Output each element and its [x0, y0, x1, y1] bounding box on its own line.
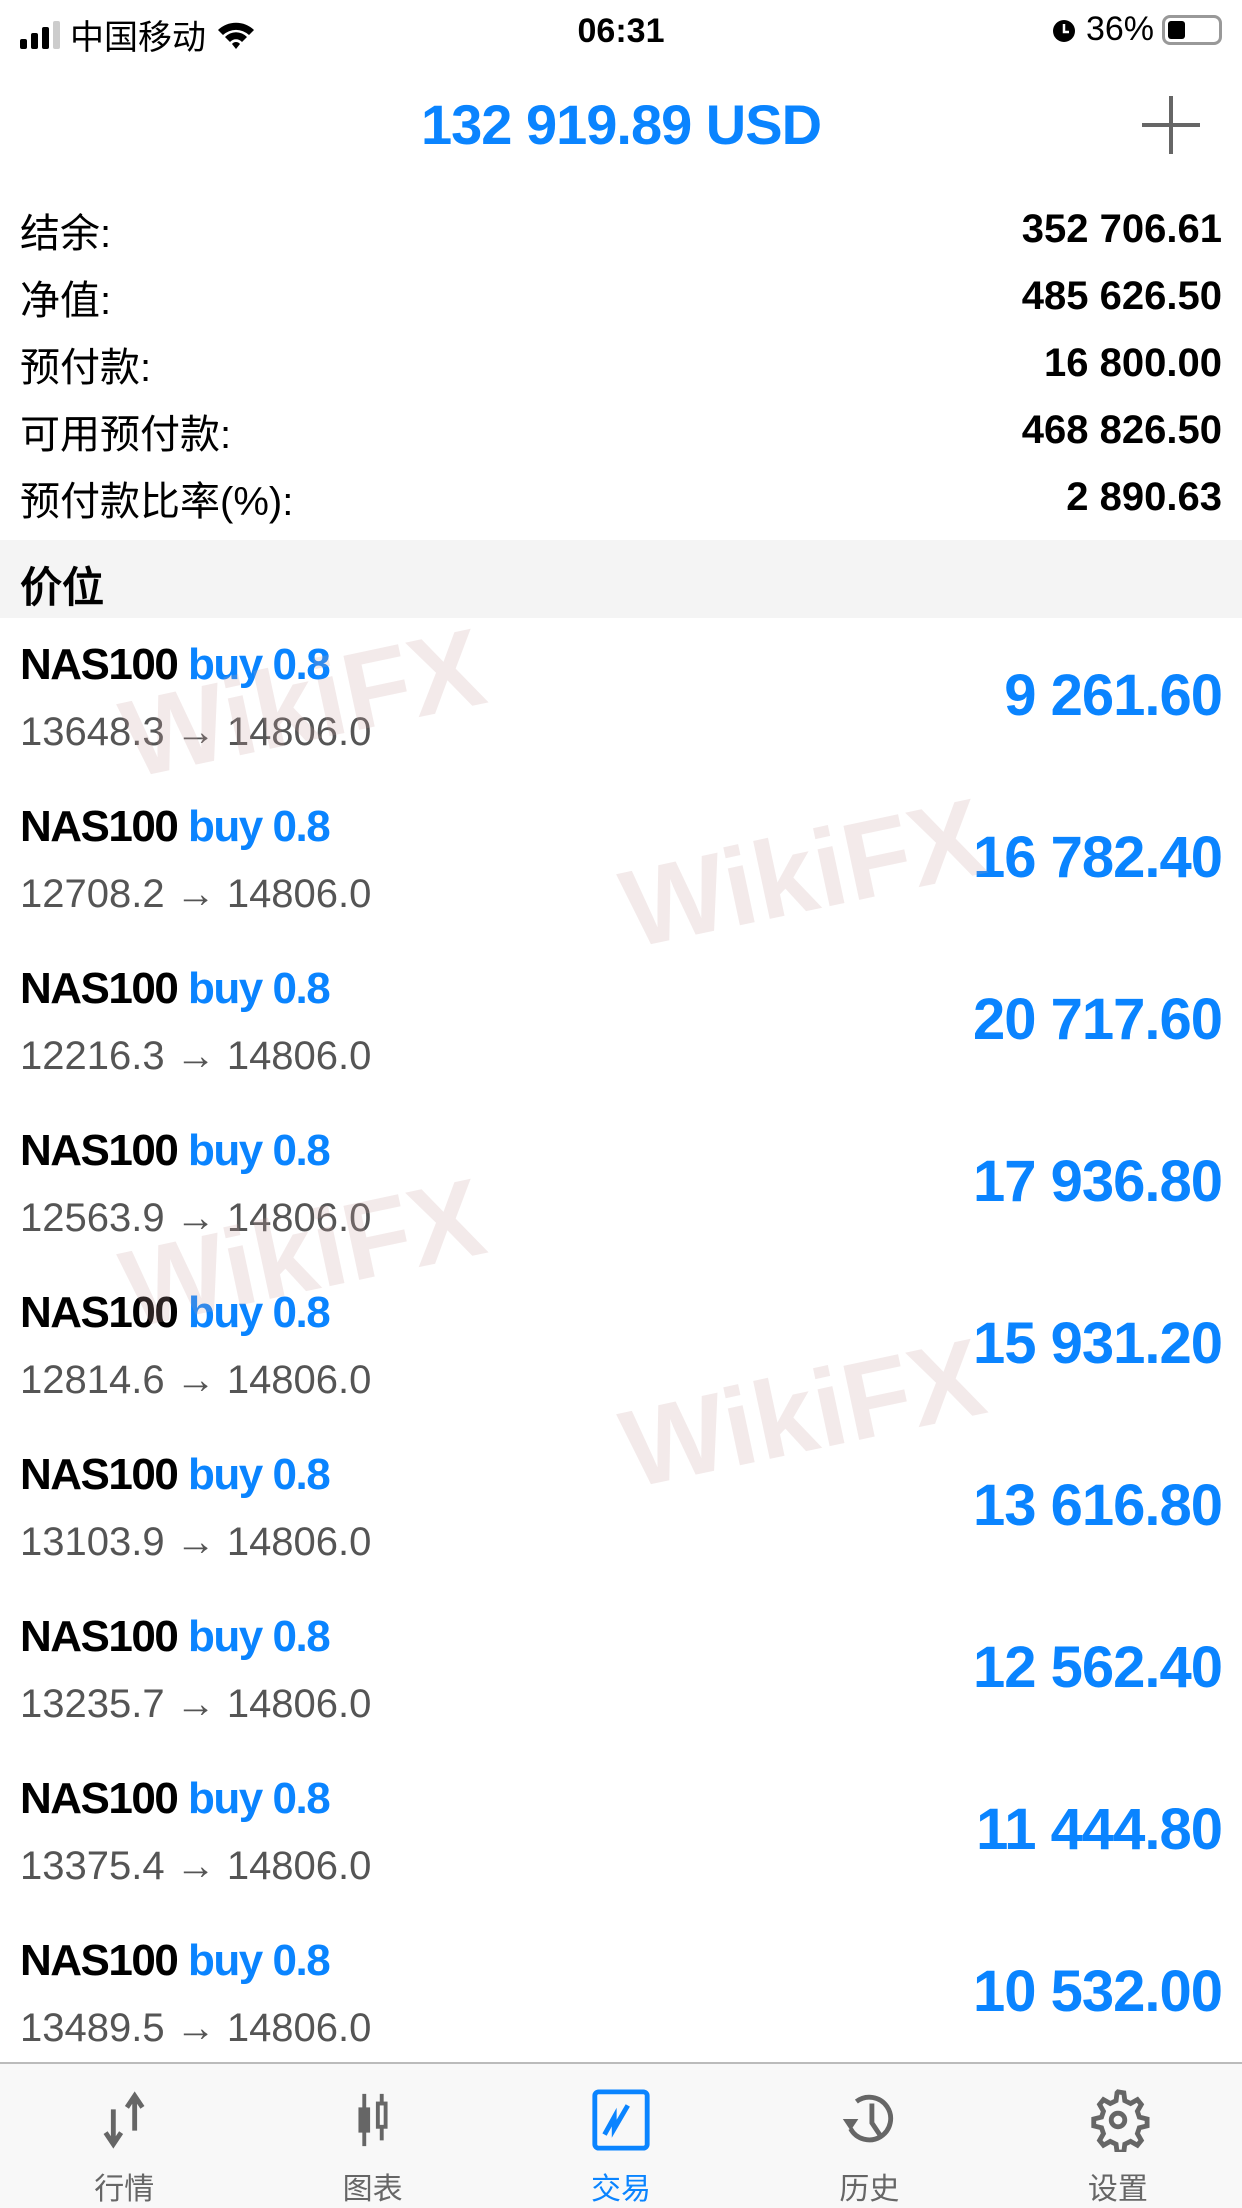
position-profit: 12 562.40: [972, 1635, 1223, 1700]
battery-percent: 36%: [1085, 10, 1154, 48]
summary-value: 352 706.61: [1021, 207, 1222, 251]
summary-value: 16 800.00: [1044, 341, 1222, 385]
status-bar: 中国移动 06:31 36%: [0, 0, 1242, 88]
signal-icon: [20, 20, 60, 49]
position-row[interactable]: NAS100 buy 0.8 12708.2 → 14806.0 16 782.40: [0, 780, 1242, 942]
position-row[interactable]: NAS100 buy 0.8 12814.6 → 14806.0 15 931.20: [0, 1266, 1242, 1428]
position-row[interactable]: NAS100 buy 0.8 13375.4 → 14806.0 11 444.80: [0, 1752, 1242, 1914]
summary-value: 2 890.63: [1066, 475, 1222, 519]
alarm-icon: [1052, 19, 1075, 42]
position-prices: 12814.6 → 14806.0: [20, 1358, 372, 1402]
section-header: 价位: [0, 540, 1242, 618]
position-side: buy 0.8: [188, 1936, 331, 1985]
position-row[interactable]: NAS100 buy 0.8 12216.3 → 14806.0 20 717.60: [0, 942, 1242, 1104]
position-profit: 20 717.60: [972, 987, 1223, 1052]
summary-label: 结余:: [20, 211, 112, 256]
position-side: buy 0.8: [188, 1774, 331, 1823]
position-prices: 12708.2 → 14806.0: [20, 872, 372, 916]
position-prices: 12563.9 → 14806.0: [20, 1196, 372, 1240]
header: 132 919.89 USD: [0, 88, 1242, 248]
tab-bar: 行情 图表 交易 历史 设置: [0, 2062, 1242, 2208]
position-side: buy 0.8: [188, 1450, 331, 1499]
position-row[interactable]: NAS100 buy 0.8 13648.3 → 14806.0 9 261.60: [0, 618, 1242, 780]
position-profit: 11 444.80: [976, 1797, 1223, 1862]
carrier: 中国移动: [70, 19, 206, 57]
summary-label: 可用预付款:: [20, 412, 232, 457]
position-side: buy 0.8: [188, 640, 331, 689]
position-prices: 13489.5 → 14806.0: [20, 2006, 372, 2050]
summary-row: 结余: 352 706.61: [0, 196, 1242, 263]
position-profit: 13 616.80: [972, 1473, 1223, 1538]
account-profit-title: 132 919.89 USD: [420, 93, 822, 156]
tab-1[interactable]: 图表: [248, 2064, 496, 2208]
summary-row: 预付款比率(%): 2 890.63: [0, 464, 1242, 531]
position-prices: 13375.4 → 14806.0: [20, 1844, 372, 1888]
tab-0[interactable]: 行情: [0, 2064, 248, 2208]
tab-2[interactable]: 交易: [497, 2064, 745, 2208]
plus-icon[interactable]: [1142, 96, 1200, 154]
tab-label: 历史: [839, 2173, 900, 2206]
tab-label: 行情: [94, 2173, 155, 2206]
tab-label: 设置: [1087, 2173, 1148, 2206]
position-side: buy 0.8: [188, 1288, 331, 1337]
position-symbol: NAS100: [20, 640, 179, 689]
position-symbol: NAS100: [20, 964, 179, 1013]
summary-row: 可用预付款: 468 826.50: [0, 397, 1242, 464]
summary-label: 预付款:: [20, 345, 152, 390]
position-row[interactable]: NAS100 buy 0.8 13235.7 → 14806.0 12 562.40: [0, 1590, 1242, 1752]
position-profit: 9 261.60: [1004, 663, 1223, 728]
position-row[interactable]: NAS100 buy 0.8 13489.5 → 14806.0 10 532.00: [0, 1914, 1242, 2076]
position-profit: 17 936.80: [972, 1149, 1223, 1214]
tab-4[interactable]: 设置: [994, 2064, 1242, 2208]
clock: 06:31: [577, 12, 665, 50]
tab-label: 交易: [591, 2173, 652, 2206]
position-profit: 15 931.20: [972, 1311, 1223, 1376]
position-symbol: NAS100: [20, 1774, 179, 1823]
battery-icon: [1162, 14, 1222, 45]
position-symbol: NAS100: [20, 802, 179, 851]
summary-label: 净值:: [20, 278, 112, 323]
position-symbol: NAS100: [20, 1612, 179, 1661]
position-prices: 12216.3 → 14806.0: [20, 1034, 372, 1078]
account-summary: 结余: 352 706.61 净值: 485 626.50 预付款: 16 800.00 可…: [0, 196, 1242, 531]
positions-list: NAS100 buy 0.8 13648.3 → 14806.0 9 261.60 N…: [0, 618, 1242, 2076]
position-prices: 13103.9 → 14806.0: [20, 1520, 372, 1564]
wifi-icon: [218, 22, 254, 49]
summary-row: 预付款: 16 800.00: [0, 330, 1242, 397]
position-prices: 13235.7 → 14806.0: [20, 1682, 372, 1726]
summary-value: 468 826.50: [1021, 408, 1222, 452]
history-clock-icon: [843, 2094, 894, 2143]
position-row[interactable]: NAS100 buy 0.8 12563.9 → 14806.0 17 936.80: [0, 1104, 1242, 1266]
gear-icon: [1091, 2089, 1150, 2152]
summary-row: 净值: 485 626.50: [0, 263, 1242, 330]
position-profit: 16 782.40: [972, 825, 1223, 890]
position-symbol: NAS100: [20, 1126, 179, 1175]
quotes-arrows-icon: [103, 2091, 145, 2149]
position-row[interactable]: NAS100 buy 0.8 13103.9 → 14806.0 13 616.80: [0, 1428, 1242, 1590]
tab-3[interactable]: 历史: [745, 2064, 993, 2208]
summary-label: 预付款比率(%):: [20, 479, 294, 524]
position-side: buy 0.8: [188, 802, 331, 851]
position-side: buy 0.8: [188, 964, 331, 1013]
summary-value: 485 626.50: [1021, 274, 1222, 318]
position-side: buy 0.8: [188, 1612, 331, 1661]
candlestick-chart-icon: [358, 2093, 388, 2147]
trade-chart-icon: [592, 2089, 650, 2151]
position-symbol: NAS100: [20, 1450, 179, 1499]
position-symbol: NAS100: [20, 1936, 179, 1985]
position-side: buy 0.8: [188, 1126, 331, 1175]
tab-label: 图表: [342, 2173, 403, 2206]
position-symbol: NAS100: [20, 1288, 179, 1337]
position-profit: 10 532.00: [972, 1959, 1223, 2024]
position-prices: 13648.3 → 14806.0: [20, 710, 372, 754]
